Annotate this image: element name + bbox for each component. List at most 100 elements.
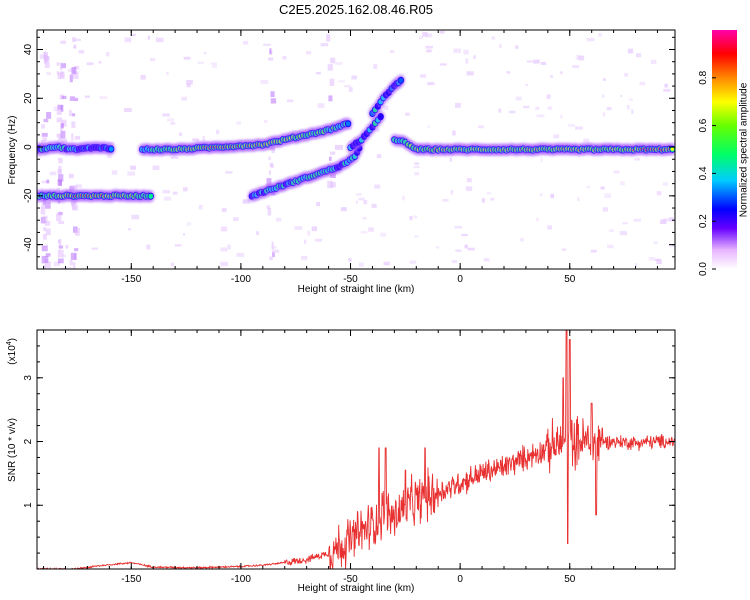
noise-column-speckle — [330, 182, 336, 188]
noise-speckle — [402, 195, 405, 201]
noise-column-speckle — [70, 252, 77, 260]
noise-column-speckle — [41, 124, 45, 129]
noise-column-speckle — [42, 137, 48, 141]
noise-speckle — [182, 187, 188, 192]
noise-speckle — [303, 239, 307, 244]
noise-speckle — [356, 193, 362, 196]
noise-speckle — [182, 233, 186, 236]
noise-speckle — [653, 241, 658, 245]
noise-column-speckle — [270, 98, 277, 104]
noise-speckle — [439, 30, 445, 34]
noise-column-speckle — [42, 265, 46, 269]
noise-speckle — [464, 244, 468, 249]
noise-speckle — [619, 231, 628, 236]
noise-column-speckle — [46, 111, 52, 119]
spectral-track — [137, 117, 353, 157]
noise-speckle — [344, 85, 351, 88]
noise-speckle — [547, 106, 553, 110]
noise-speckle — [146, 244, 151, 250]
noise-speckle — [162, 190, 171, 194]
noise-speckle — [130, 33, 137, 36]
noise-speckle — [452, 130, 456, 136]
noise-speckle — [233, 217, 239, 222]
noise-column-speckle — [329, 78, 335, 86]
noise-speckle — [363, 199, 368, 205]
noise-speckle — [418, 36, 423, 40]
noise-speckle — [467, 247, 475, 251]
noise-column-speckle — [57, 258, 64, 264]
noise-column-speckle — [45, 201, 51, 209]
snr-frame — [36, 329, 676, 570]
noise-speckle — [669, 217, 674, 222]
noise-speckle — [192, 138, 200, 142]
noise-speckle — [84, 95, 90, 98]
noise-speckle — [172, 191, 178, 195]
colorbar-tick-label: 0.2 — [698, 214, 709, 228]
noise-speckle — [547, 225, 552, 230]
noise-speckle — [668, 244, 675, 247]
noise-speckle — [465, 58, 469, 64]
noise-speckle — [603, 112, 606, 117]
noise-speckle — [376, 154, 382, 159]
noise-speckle — [41, 180, 50, 184]
noise-speckle — [465, 186, 473, 191]
spectrogram-x-label: Height of straight line (km) — [298, 284, 415, 295]
spectrogram-x-ticks: -150 -100 -50 0 50 — [43, 30, 658, 285]
noise-column-speckle — [69, 259, 73, 266]
x-tick-label: -50 — [343, 274, 358, 285]
noise-speckle — [127, 171, 136, 176]
noise-column-speckle — [46, 179, 50, 184]
noise-column-speckle — [71, 121, 76, 128]
noise-speckle — [170, 122, 176, 125]
noise-column-speckle — [73, 44, 77, 49]
noise-column-speckle — [69, 96, 76, 101]
track-body — [377, 113, 384, 121]
noise-speckle — [380, 232, 387, 237]
noise-column-speckle — [41, 255, 46, 264]
noise-speckle — [375, 128, 380, 132]
noise-column-speckle — [44, 255, 49, 263]
noise-speckle — [373, 64, 378, 69]
noise-speckle — [577, 197, 580, 202]
noise-speckle — [439, 63, 447, 66]
noise-column-speckle — [58, 174, 64, 182]
noise-speckle — [414, 172, 420, 176]
track-core — [148, 193, 154, 199]
noise-speckle — [455, 249, 462, 252]
noise-speckle — [307, 230, 311, 236]
noise-column-speckle — [327, 180, 333, 189]
noise-speckle — [65, 245, 69, 249]
noise-column-speckle — [43, 52, 47, 57]
noise-speckle — [519, 237, 525, 242]
noise-column-speckle — [60, 130, 66, 139]
noise-speckle — [383, 105, 389, 110]
noise-speckle — [409, 216, 413, 221]
spectral-track — [247, 141, 364, 203]
noise-speckle — [212, 64, 217, 69]
noise-speckle — [53, 261, 61, 267]
noise-speckle — [463, 49, 469, 55]
noise-speckle — [306, 51, 312, 55]
noise-speckle — [221, 208, 227, 212]
noise-column-speckle — [69, 74, 73, 83]
noise-speckle — [263, 119, 268, 123]
noise-speckle — [639, 81, 646, 86]
noise-speckle — [568, 124, 575, 127]
noise-speckle — [105, 51, 110, 57]
noise-speckle — [477, 125, 485, 129]
y-tick-label: 2 — [23, 438, 34, 444]
noise-speckle — [414, 162, 420, 165]
spectrogram-panel: -150 -100 -50 0 50 -40 -20 0 20 40 Height of str… — [7, 29, 676, 295]
noise-column-speckle — [41, 132, 48, 137]
noise-column-speckle — [72, 262, 76, 269]
noise-column-speckle — [266, 205, 271, 209]
noise-column-speckle — [271, 146, 275, 154]
noise-speckle — [358, 262, 364, 267]
noise-speckle — [620, 181, 625, 186]
snr-x-label: Height of straight line (km) — [298, 583, 415, 594]
noise-column-speckle — [61, 123, 64, 129]
noise-speckle — [255, 231, 260, 235]
noise-speckle — [550, 75, 553, 78]
x-tick-label: -150 — [121, 574, 141, 585]
